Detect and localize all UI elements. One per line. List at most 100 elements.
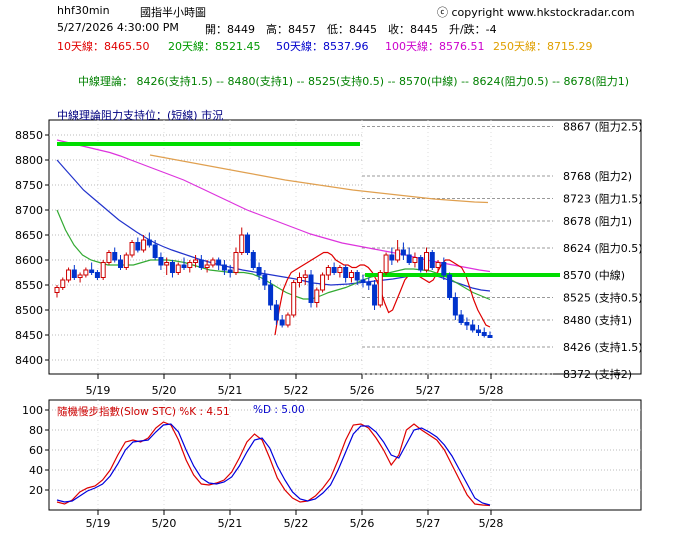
chart-name: 國指半小時圖 bbox=[140, 6, 206, 19]
ohlc-text: 開：8449 高：8457 低：8445 收：8445 升/跌：-4 bbox=[205, 23, 497, 36]
candle-body bbox=[320, 274, 326, 291]
candle-body bbox=[343, 267, 349, 278]
candle-body bbox=[216, 259, 222, 266]
level-label: 8372 (支持2) bbox=[563, 367, 632, 381]
candle-body bbox=[314, 289, 320, 303]
candle-body bbox=[193, 259, 199, 263]
candle-body bbox=[308, 274, 314, 303]
candle-body bbox=[470, 324, 476, 331]
candle-body bbox=[227, 269, 233, 273]
level-label: 8867 (阻力2.5) bbox=[563, 121, 643, 134]
candle-body bbox=[233, 252, 239, 273]
stc-d-label: %D : 5.00 bbox=[253, 404, 305, 416]
candle-body bbox=[250, 252, 256, 268]
candle-body bbox=[366, 282, 372, 286]
candle-body bbox=[423, 252, 429, 271]
candle-body bbox=[239, 234, 245, 253]
level-label: 8723 (阻力1.5) bbox=[563, 193, 643, 206]
candle-body bbox=[106, 252, 112, 263]
candle-body bbox=[377, 272, 383, 306]
candle-body bbox=[389, 254, 395, 261]
candle-body bbox=[94, 272, 100, 278]
candle-body bbox=[302, 274, 308, 278]
candle-body bbox=[291, 282, 297, 316]
copyright-text: ⓒ copyright www.hkstockradar.com bbox=[437, 6, 635, 19]
price-ytick-label: 8400 bbox=[15, 354, 43, 367]
candle-body bbox=[77, 274, 83, 278]
candle-body bbox=[296, 277, 302, 283]
candle-body bbox=[210, 259, 216, 266]
candle-body bbox=[71, 269, 77, 278]
ma20-label: 20天線：8521.45 bbox=[168, 40, 261, 53]
candle-body bbox=[452, 297, 458, 316]
candle-body bbox=[481, 332, 487, 336]
candle-body bbox=[372, 284, 378, 306]
level-label: 8525 (支持0.5) bbox=[563, 291, 643, 305]
stc-xtick-label: 5/28 bbox=[479, 517, 504, 530]
ma50-label: 50天線：8537.96 bbox=[276, 40, 369, 53]
candle-body bbox=[412, 257, 418, 263]
candle-body bbox=[325, 267, 331, 276]
price-panel-frame bbox=[48, 119, 642, 375]
candle-body bbox=[60, 279, 66, 288]
candle-body bbox=[475, 329, 481, 333]
candle-body bbox=[273, 304, 279, 321]
price-ytick-label: 8650 bbox=[15, 229, 43, 242]
candle-body bbox=[245, 234, 251, 253]
stc-ytick-label: 40 bbox=[29, 464, 43, 477]
chart-symbol: hhf30min bbox=[57, 4, 110, 17]
candle-body bbox=[221, 264, 227, 271]
candle-body bbox=[187, 262, 193, 268]
price-xtick-label: 5/26 bbox=[350, 384, 375, 397]
level-label: 8768 (阻力2) bbox=[563, 170, 632, 183]
ma250-label: 250天線：8715.29 bbox=[493, 40, 593, 53]
stc-ytick-label: 60 bbox=[29, 444, 43, 457]
candle-body bbox=[418, 257, 424, 271]
datetime-text: 5/27/2026 4:30:00 PM bbox=[57, 21, 179, 34]
candle-body bbox=[135, 242, 141, 251]
candle-body bbox=[360, 279, 366, 283]
price-xtick-label: 5/28 bbox=[479, 384, 504, 397]
candle-body bbox=[83, 269, 89, 276]
candle-body bbox=[400, 249, 406, 256]
stc-ytick-label: 20 bbox=[29, 484, 43, 497]
price-xtick-label: 5/22 bbox=[284, 384, 309, 397]
candle-body bbox=[204, 264, 210, 268]
candle-body bbox=[175, 264, 181, 273]
candle-body bbox=[406, 254, 412, 263]
price-ytick-label: 8500 bbox=[15, 304, 43, 317]
candle-body bbox=[348, 272, 354, 278]
level-label: 8624 (阻力0.5) bbox=[563, 242, 643, 255]
candle-body bbox=[256, 267, 262, 276]
price-xtick-label: 5/20 bbox=[152, 384, 177, 397]
stc-xtick-label: 5/22 bbox=[284, 517, 309, 530]
price-ytick-label: 8600 bbox=[15, 254, 43, 267]
stc-xtick-label: 5/19 bbox=[86, 517, 111, 530]
stc-d-line bbox=[56, 423, 491, 506]
price-xtick-label: 5/27 bbox=[416, 384, 441, 397]
candle-body bbox=[66, 269, 72, 281]
candle-body bbox=[435, 262, 441, 268]
ma100-line bbox=[56, 139, 491, 273]
stc-xtick-label: 5/21 bbox=[218, 517, 243, 530]
candle-body bbox=[441, 262, 447, 276]
price-xtick-label: 5/19 bbox=[86, 384, 111, 397]
ma100-label: 100天線：8576.51 bbox=[385, 40, 485, 53]
candle-body bbox=[429, 252, 435, 268]
level-label: 8678 (阻力1) bbox=[563, 215, 632, 228]
price-panel-title: 中線理論阻力支持位：(短線) 市況 bbox=[57, 109, 224, 122]
stc-title: 隨機慢步指數(Slow STC) %K : 4.51 bbox=[57, 406, 230, 418]
stc-xtick-label: 5/26 bbox=[350, 517, 375, 530]
candle-body bbox=[331, 267, 337, 273]
level-label: 8426 (支持1.5) bbox=[563, 340, 643, 354]
candle-body bbox=[268, 284, 274, 306]
candle-body bbox=[141, 239, 147, 251]
ma250-line bbox=[149, 154, 489, 204]
candle-body bbox=[279, 319, 285, 326]
price-ytick-label: 8550 bbox=[15, 279, 43, 292]
candle-body bbox=[262, 274, 268, 286]
stc-k-line bbox=[56, 421, 491, 507]
price-xtick-label: 5/21 bbox=[218, 384, 243, 397]
candle-body bbox=[447, 274, 453, 298]
